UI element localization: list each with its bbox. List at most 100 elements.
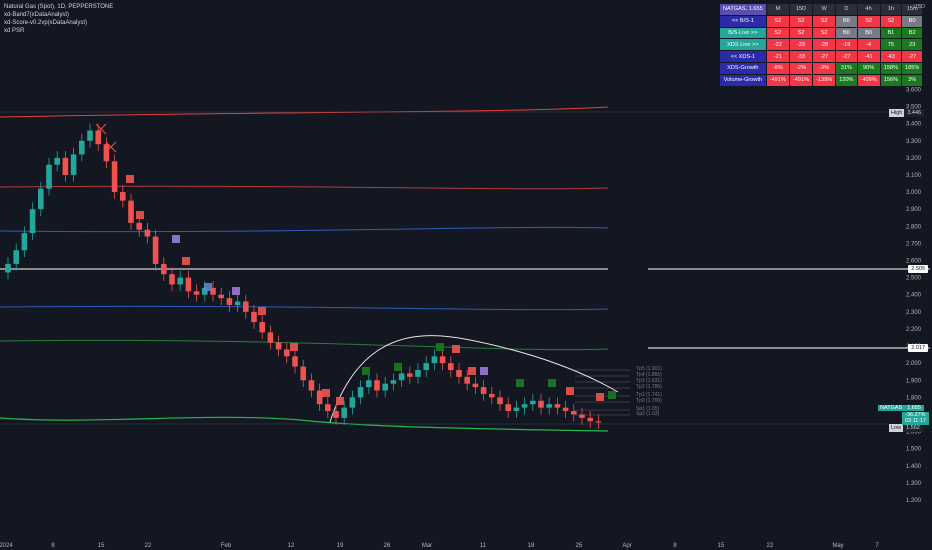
indicator-psr[interactable]: xd PSR: [4, 28, 25, 34]
candle-body: [62, 157, 69, 175]
candle-body: [251, 311, 257, 323]
table-cell: -22: [765, 38, 790, 52]
sell-x-icon: [105, 141, 117, 153]
table-cell: -43: [879, 50, 903, 63]
y-tick-label: 1.900: [906, 378, 922, 384]
table-cell: -27: [835, 50, 858, 63]
table-cell: -139%: [812, 73, 837, 87]
candle-body: [456, 369, 462, 377]
table-cell: 23: [901, 38, 924, 52]
candle-body: [226, 298, 233, 305]
tp-label: Tp3 (1.831): [636, 378, 662, 384]
table-cell: S2: [788, 26, 814, 40]
table-cell: -4: [856, 38, 881, 52]
level-2505-tag: 2.505: [908, 265, 928, 273]
candle-body: [144, 229, 151, 237]
symbol-title: Natural Gas (Spot), 1D, PEPPERSTONE: [4, 4, 114, 10]
y-tick-label: 2.300: [906, 310, 922, 316]
table-header-cell: 15D: [788, 3, 814, 16]
candle-body: [390, 380, 397, 384]
candle-body: [448, 363, 454, 370]
candle-body: [366, 380, 372, 388]
candle-body: [292, 356, 298, 367]
table-cell: -27: [812, 50, 837, 63]
y-tick-label: 3.600: [906, 87, 922, 93]
candle-body: [464, 376, 470, 384]
table-row-label: B/S-Live >>: [719, 26, 767, 40]
table-cell: -33: [788, 38, 814, 52]
tp-label: Tp0 (1.706): [636, 398, 662, 404]
candle-body: [333, 411, 339, 418]
table-cell: -2%: [788, 61, 814, 75]
signal-marker: [258, 307, 266, 315]
signal-marker: [336, 397, 344, 405]
table-row: Volume-Growth -491% -491% -139% 120% -409% 156…: [719, 73, 924, 87]
table-cell: S2: [812, 26, 837, 40]
candle-body: [193, 291, 200, 295]
candle-body: [267, 332, 274, 343]
table-cell: -491%: [788, 73, 814, 87]
candle-body: [169, 274, 175, 285]
y-tick-label: 2.500: [906, 276, 922, 282]
candle-body: [374, 380, 380, 391]
y-tick-label: 2.400: [906, 293, 922, 299]
signal-marker: [362, 367, 370, 375]
candle-body: [185, 277, 192, 292]
signal-marker: [436, 343, 444, 351]
table-cell: 90%: [856, 61, 881, 75]
signal-marker: [608, 391, 616, 399]
candle-body: [571, 411, 577, 415]
candle-body: [5, 263, 11, 273]
indicator-score[interactable]: xd-Score-v0.2vp(xDataAnalyst): [4, 20, 88, 26]
table-cell: S2: [879, 14, 903, 28]
candle-body: [407, 373, 413, 377]
candle-body: [325, 404, 331, 412]
candle-body: [111, 161, 118, 193]
candle-body: [38, 188, 44, 210]
table-header-cell: M: [765, 3, 790, 16]
candle-body: [439, 356, 446, 364]
table-cell: -28: [812, 38, 837, 52]
candle-body: [95, 130, 101, 145]
last-value: 1.655: [904, 405, 924, 411]
low-value: 1.562: [903, 424, 923, 432]
table-cell: -21: [765, 50, 790, 63]
candle-body: [54, 157, 60, 165]
candle-body: [562, 407, 569, 412]
table-cell: B2: [901, 26, 924, 40]
last-change: -36.27%: [902, 411, 930, 418]
candle-body: [357, 387, 364, 398]
y-tick-label: 3.300: [906, 139, 922, 145]
candle-body: [382, 383, 388, 391]
table-row-label: << B/S-1: [719, 14, 767, 28]
table-cell: B1: [879, 26, 903, 40]
candle-body: [70, 154, 77, 175]
chart-legend: Natural Gas (Spot), 1D, PEPPERSTONE xd-B…: [4, 3, 113, 35]
candle-body: [300, 366, 306, 381]
y-tick-label: 2.900: [906, 207, 922, 213]
signal-marker: [232, 287, 240, 295]
trend-arc: [329, 335, 619, 423]
table-row: XDS-Growth -8% -2% -3% 31% 90% 158% 185%: [719, 61, 924, 75]
last-countdown: 03:11:17: [902, 418, 930, 425]
candle-body: [316, 390, 323, 405]
candle-body: [234, 301, 241, 305]
table-cell: 120%: [835, 73, 858, 87]
x-tick-label: 18: [528, 543, 535, 549]
candle-body: [472, 383, 479, 388]
indicator-band[interactable]: xd-Band7(xDataAnalyst): [4, 12, 70, 18]
candle-body: [398, 373, 405, 381]
candle-body: [595, 421, 602, 423]
x-tick-label: 11: [480, 543, 487, 549]
signal-marker: [172, 235, 180, 243]
band-mid-blue: [0, 226, 609, 233]
table-header-cell: 4h: [856, 3, 881, 16]
candle-body: [87, 130, 93, 141]
x-tick-label: 25: [576, 543, 583, 549]
band-bottom-green: [0, 416, 609, 432]
candle-body: [587, 417, 593, 422]
x-tick-label: 12: [288, 543, 295, 549]
candle-body: [431, 356, 438, 364]
